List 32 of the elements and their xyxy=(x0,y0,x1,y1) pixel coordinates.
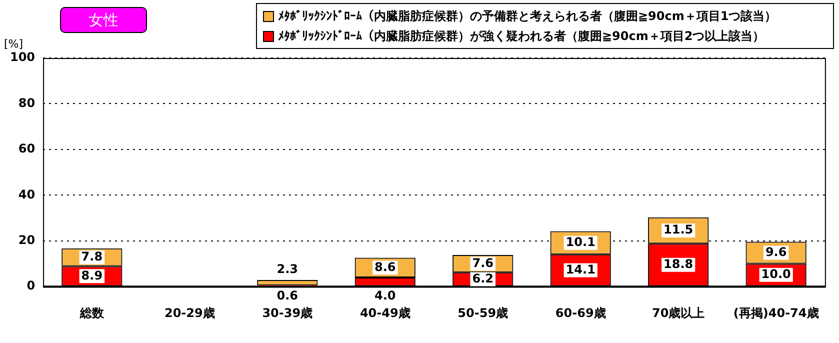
data-label: 7.8 xyxy=(81,249,103,264)
legend-label: ﾒﾀﾎﾞﾘｯｸｼﾝﾄﾞﾛｰﾑ（内臓脂肪症候群）の予備群と考えられる者（腹囲≧90cm＋項目1つ該当） xyxy=(278,8,777,24)
x-tick-label: (再掲)40-74歳 xyxy=(733,306,819,320)
data-label: 4.0 xyxy=(374,288,396,303)
data-label: 9.6 xyxy=(765,244,787,259)
legend-label: ﾒﾀﾎﾞﾘｯｸｼﾝﾄﾞﾛｰﾑ（内臓脂肪症候群）が強く疑われる者（腹囲≧90cm＋項目2つ以上該当） xyxy=(278,28,765,44)
data-label: 8.6 xyxy=(374,260,396,274)
data-label: 8.9 xyxy=(81,268,103,282)
chart-title: 女性 xyxy=(60,7,147,33)
x-tick-label: 30-39歳 xyxy=(262,306,313,320)
data-label: 7.6 xyxy=(472,256,494,270)
data-label: 2.3 xyxy=(276,262,298,276)
y-tick-label: 80 xyxy=(18,96,36,110)
y-axis-title: [%] xyxy=(4,37,24,50)
y-tick-label: 40 xyxy=(18,187,36,202)
data-label: 18.8 xyxy=(664,256,694,271)
data-label: 10.0 xyxy=(761,267,791,282)
x-tick-label: 20-29歳 xyxy=(164,306,215,320)
x-tick-label: 40-49歳 xyxy=(360,306,410,320)
data-label: 11.5 xyxy=(664,222,694,237)
y-tick-label: 20 xyxy=(18,233,36,248)
y-tick-label: 60 xyxy=(18,142,36,156)
y-tick-label: 0 xyxy=(26,278,36,293)
data-label: 10.1 xyxy=(566,234,596,249)
x-tick-label: 70歳以上 xyxy=(652,306,705,320)
data-label: 0.6 xyxy=(276,288,298,303)
x-tick-label: 60-69歳 xyxy=(555,306,606,320)
data-label: 14.1 xyxy=(566,262,596,276)
x-tick-label: 50-59歳 xyxy=(458,306,508,320)
data-label: 6.2 xyxy=(472,271,494,286)
y-tick-label: 100 xyxy=(10,50,36,64)
x-tick-label: 総数 xyxy=(78,306,105,320)
